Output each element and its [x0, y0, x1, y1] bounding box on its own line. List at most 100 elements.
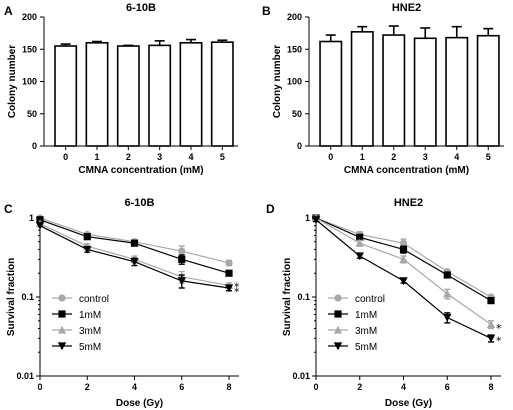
y-tick-label: 200	[287, 12, 302, 22]
panel-d: D HNE2 1 0.1 0.010 2 4 6 8 Dose (Gy) Survival frac…	[266, 197, 502, 409]
x-tick-label: 2	[357, 382, 362, 392]
x-tick-label: 4	[454, 152, 459, 162]
marker-square	[178, 255, 186, 263]
x-tick-label: 8	[488, 382, 493, 392]
legend-label: control	[79, 294, 109, 305]
y-tick-label: 100	[22, 77, 37, 87]
bar	[85, 41, 109, 147]
bar	[413, 37, 437, 147]
legend-label: 5mM	[79, 342, 101, 353]
y-tick-label: 0.01	[292, 371, 310, 381]
x-tick-label: 0	[313, 382, 318, 392]
bar	[210, 41, 234, 147]
legend-item-control: control	[328, 294, 385, 305]
legend-item-5mm: 5mM	[328, 342, 377, 353]
marker-triangle-down	[486, 334, 496, 343]
bar	[54, 45, 78, 147]
panel-letter: B	[262, 4, 271, 18]
x-tick-label: 3	[423, 152, 428, 162]
legend-label: control	[355, 294, 385, 305]
series-1mm	[36, 216, 233, 277]
x-tick-label: 5	[486, 152, 491, 162]
panel-c: C 6-10B 1 0.1 0.010 2 4 6 8 Dose (Gy) Survival fra…	[4, 197, 240, 409]
x-tick-label: 4	[132, 382, 137, 392]
significance-star: *	[496, 334, 502, 347]
marker-triangle-up	[486, 320, 496, 328]
legend-label: 3mM	[79, 326, 101, 337]
bar	[116, 45, 140, 147]
marker-circle	[334, 294, 342, 302]
panel-title: HNE2	[392, 2, 421, 14]
x-tick-label: 3	[157, 152, 162, 162]
bar	[350, 31, 374, 147]
marker-triangle-down	[83, 245, 92, 254]
y-tick-label: 100	[287, 77, 302, 87]
series-5mm	[311, 216, 496, 343]
y-axis-title: Colony number	[272, 45, 283, 118]
marker-triangle-down	[333, 342, 343, 351]
bar	[476, 34, 500, 147]
legend-item-3mm: 3mM	[52, 325, 101, 337]
legend-label: 1mM	[79, 310, 101, 321]
x-tick-label: 2	[85, 382, 90, 392]
marker-square	[443, 271, 451, 279]
marker-triangle-down	[57, 342, 67, 351]
panel-title: 6-10B	[125, 197, 155, 209]
x-tick-label: 1	[94, 152, 99, 162]
marker-triangle-down	[130, 258, 139, 266]
x-tick-label: 0	[37, 382, 42, 392]
x-axis-title: Dose (Gy)	[116, 398, 163, 409]
x-tick-label: 4	[401, 382, 406, 392]
marker-triangle-down	[399, 277, 408, 286]
y-tick-label: 0.1	[21, 292, 34, 302]
legend-label: 3mM	[355, 326, 377, 337]
bar	[179, 41, 203, 147]
marker-square	[487, 297, 495, 305]
series-line	[315, 217, 492, 325]
marker-triangle-up	[399, 255, 408, 263]
marker-square	[399, 245, 408, 254]
marker-square	[58, 310, 66, 318]
series-5mm	[35, 222, 234, 293]
marker-triangle-down	[35, 222, 45, 230]
significance-star: *	[234, 286, 240, 299]
x-tick-label: 0	[328, 152, 333, 162]
panel-letter: A	[4, 4, 13, 18]
legend-item-control: control	[52, 294, 109, 305]
significance-star: *	[496, 322, 502, 335]
y-axis-title: Colony number	[7, 45, 18, 118]
x-tick-label: 1	[360, 152, 365, 162]
x-axis-title: CMNA concentration (mM)	[344, 165, 469, 176]
marker-square	[356, 233, 364, 241]
marker-triangle-up	[57, 325, 67, 334]
panel-b: B HNE2 0 50 100 150 200 0 1 2 3 4 5 CMNA concentratio…	[262, 2, 504, 176]
marker-triangle-up	[443, 289, 452, 298]
marker-square	[130, 239, 139, 247]
marker-circle	[178, 247, 186, 255]
y-axis-title: Survival fraction	[282, 258, 293, 336]
x-tick-label: 0	[63, 152, 68, 162]
legend-item-1mm: 1mM	[328, 310, 377, 321]
x-tick-label: 2	[391, 152, 396, 162]
panel-a: A 6-10B 0 50 100 150 200 0 1 2 3 4 5 CMNA concentrati…	[4, 2, 238, 176]
x-axis-title: CMNA concentration (mM)	[78, 165, 203, 176]
marker-circle	[225, 259, 233, 267]
marker-square	[225, 269, 233, 277]
legend-item-3mm: 3mM	[328, 325, 377, 337]
legend-item-5mm: 5mM	[52, 342, 101, 353]
y-tick-label: 150	[22, 44, 37, 54]
marker-square	[83, 233, 91, 241]
x-tick-label: 8	[226, 382, 231, 392]
y-tick-label: 1	[29, 213, 34, 223]
x-axis-title: Dose (Gy)	[385, 398, 432, 409]
y-tick-label: 150	[287, 44, 302, 54]
bar	[148, 44, 172, 147]
legend-label: 1mM	[355, 310, 377, 321]
marker-triangle-down	[224, 284, 234, 293]
y-tick-label: 1	[305, 213, 310, 223]
bar	[382, 34, 406, 147]
legend-label: 5mM	[355, 342, 377, 353]
panel-letter: D	[266, 202, 275, 216]
panel-title: HNE2	[394, 197, 423, 209]
